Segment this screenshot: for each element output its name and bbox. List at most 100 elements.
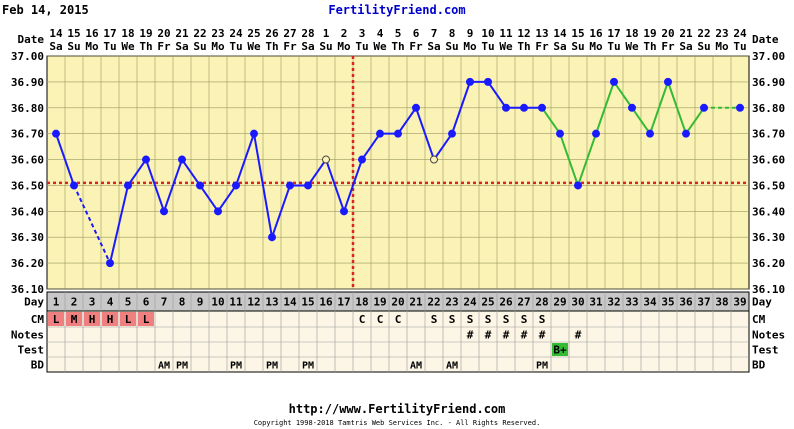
cm-cell: L bbox=[125, 313, 132, 326]
weekday-label: Tu bbox=[355, 40, 368, 53]
weekday-label: Mo bbox=[589, 40, 603, 53]
cm-cell: S bbox=[485, 313, 492, 326]
date-label: 20 bbox=[661, 27, 674, 40]
cycle-day: 35 bbox=[661, 296, 674, 309]
row-label-right-test: Test bbox=[752, 344, 779, 357]
cycle-day: 22 bbox=[427, 296, 440, 309]
temp-point bbox=[250, 129, 258, 138]
temp-segment bbox=[307, 158, 327, 187]
date-row-label-right: Date bbox=[752, 33, 779, 46]
date-label: 20 bbox=[157, 27, 170, 40]
cycle-day: 16 bbox=[319, 296, 333, 309]
data-rows-bg bbox=[46, 310, 750, 373]
site-link[interactable]: FertilityFriend.com bbox=[328, 3, 466, 17]
temp-segment bbox=[109, 185, 129, 264]
bd-cell: PM bbox=[536, 361, 548, 372]
date-label: 16 bbox=[589, 27, 603, 40]
date-label: 15 bbox=[571, 27, 584, 40]
weekday-label: Mo bbox=[715, 40, 729, 53]
cm-fill bbox=[66, 312, 82, 326]
bd-cell: PM bbox=[176, 361, 188, 372]
weekday-label: Su bbox=[571, 40, 584, 53]
y-tick-label-left: 36.20 bbox=[11, 257, 44, 270]
temp-point bbox=[700, 103, 708, 112]
y-tick-label-left: 36.80 bbox=[11, 102, 44, 115]
weekday-label: We bbox=[373, 40, 387, 53]
footer-url-link[interactable]: http://www.FertilityFriend.com bbox=[288, 402, 506, 416]
cycle-day: 33 bbox=[625, 296, 638, 309]
bd-cell: AM bbox=[446, 361, 458, 372]
date-label: 17 bbox=[607, 27, 620, 40]
weekday-label: Su bbox=[67, 40, 80, 53]
plot-area bbox=[46, 55, 750, 290]
y-tick-label-left: 36.70 bbox=[11, 128, 44, 141]
weekday-label: Mo bbox=[211, 40, 225, 53]
date-label: 19 bbox=[139, 27, 152, 40]
copyright-text: Copyright 1998-2018 Tamtris Web Services… bbox=[253, 419, 541, 427]
date-row-label: Date bbox=[18, 33, 45, 46]
cycle-day: 20 bbox=[391, 296, 404, 309]
temp-segment bbox=[397, 107, 417, 135]
y-tick-label-right: 36.50 bbox=[752, 179, 785, 192]
temp-point bbox=[664, 77, 672, 86]
cycle-day: 34 bbox=[643, 296, 657, 309]
weekday-label: We bbox=[499, 40, 513, 53]
row-label-notes: Notes bbox=[11, 329, 44, 342]
temp-point bbox=[592, 129, 600, 138]
temp-segment bbox=[595, 81, 615, 134]
cycle-day: 2 bbox=[71, 296, 78, 309]
date-label: 22 bbox=[193, 27, 206, 40]
y-tick-label-left: 37.00 bbox=[11, 50, 44, 63]
date-label: 14 bbox=[49, 27, 63, 40]
temp-point bbox=[124, 181, 132, 190]
bd-cell: AM bbox=[158, 361, 170, 372]
notes-cell: # bbox=[485, 329, 492, 342]
cm-fill bbox=[48, 312, 64, 326]
weekday-label: Su bbox=[445, 40, 458, 53]
weekday-label: Th bbox=[265, 40, 278, 53]
weekday-label: Tu bbox=[229, 40, 242, 53]
date-label: 24 bbox=[733, 27, 747, 40]
temp-point bbox=[214, 207, 222, 216]
temp-segment bbox=[361, 133, 381, 161]
date-label: 23 bbox=[211, 27, 224, 40]
cycle-day: 8 bbox=[179, 296, 186, 309]
row-label-right-bd: BD bbox=[752, 359, 766, 372]
row-label-right-notes: Notes bbox=[752, 329, 785, 342]
cycle-day: 15 bbox=[301, 296, 314, 309]
weekday-label: Sa bbox=[553, 40, 566, 53]
notes-cell: # bbox=[467, 329, 474, 342]
cm-fill bbox=[84, 312, 100, 326]
temp-point bbox=[520, 103, 528, 112]
temp-segment bbox=[55, 133, 75, 186]
weekday-label: Tu bbox=[733, 40, 746, 53]
y-tick-label-left: 36.10 bbox=[11, 283, 44, 296]
cycle-day: 17 bbox=[337, 296, 350, 309]
y-tick-label-right: 37.00 bbox=[752, 50, 785, 63]
temp-segment bbox=[613, 81, 633, 109]
date-label: 26 bbox=[265, 27, 279, 40]
row-label-right-day: Day bbox=[752, 296, 772, 309]
cm-cell: S bbox=[503, 313, 510, 326]
chart-date: Feb 14, 2015 bbox=[2, 3, 89, 17]
cm-cell: S bbox=[521, 313, 528, 326]
date-label: 12 bbox=[517, 27, 530, 40]
cm-cell: S bbox=[539, 313, 546, 326]
temp-point bbox=[610, 77, 618, 86]
temp-point bbox=[646, 129, 654, 138]
cycle-day: 19 bbox=[373, 296, 386, 309]
temp-point bbox=[268, 233, 276, 242]
cycle-day: 39 bbox=[733, 296, 746, 309]
temp-segment bbox=[577, 133, 597, 186]
notes-cell: # bbox=[521, 329, 528, 342]
weekday-label: Th bbox=[643, 40, 656, 53]
weekday-label: Mo bbox=[85, 40, 99, 53]
temp-segment bbox=[163, 159, 183, 212]
y-tick-label-left: 36.60 bbox=[11, 154, 44, 167]
temp-point bbox=[394, 129, 402, 138]
temp-segment bbox=[253, 133, 273, 238]
cm-fill bbox=[120, 312, 136, 326]
date-label: 10 bbox=[481, 27, 494, 40]
cycle-day: 14 bbox=[283, 296, 297, 309]
